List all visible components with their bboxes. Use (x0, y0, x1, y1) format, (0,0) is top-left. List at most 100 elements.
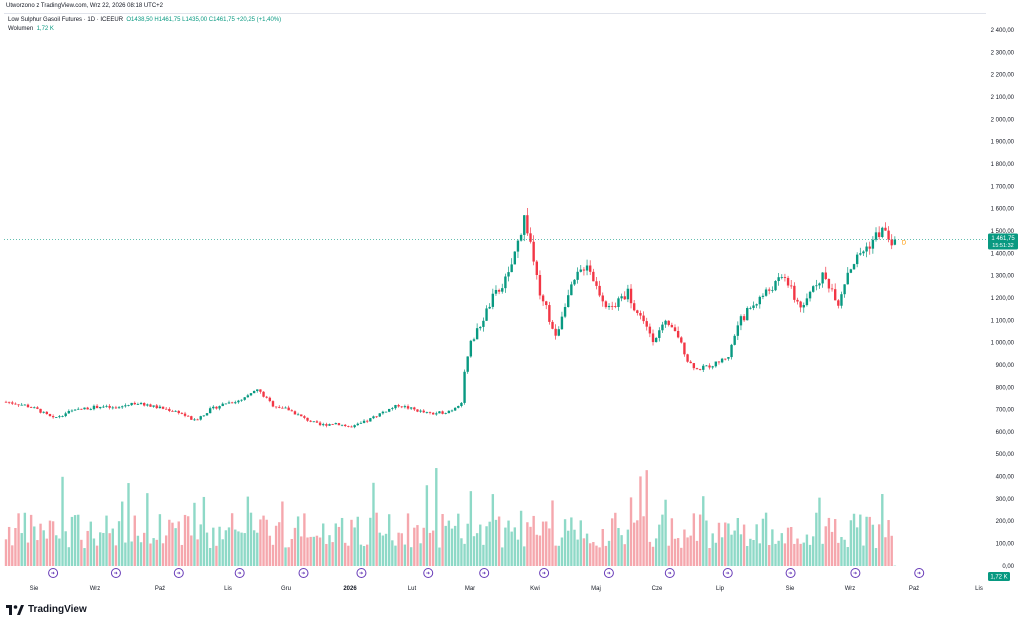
candle-body[interactable] (859, 253, 862, 255)
volume-bar[interactable] (761, 518, 765, 566)
candle-body[interactable] (42, 411, 45, 413)
candle-body[interactable] (369, 418, 372, 422)
candle-body[interactable] (538, 275, 542, 296)
candle-body[interactable] (585, 265, 589, 271)
candle-body[interactable] (529, 233, 532, 242)
candle-body[interactable] (174, 410, 177, 412)
candle-body[interactable] (309, 420, 312, 422)
volume-bar[interactable] (435, 468, 438, 566)
candle-body[interactable] (780, 277, 783, 278)
volume-bar[interactable] (133, 515, 136, 566)
candle-body[interactable] (830, 288, 834, 290)
volume-bar[interactable] (347, 545, 350, 566)
candle-body[interactable] (180, 413, 184, 414)
candle-body[interactable] (642, 315, 645, 322)
candle-body[interactable] (281, 407, 284, 409)
candle-body[interactable] (890, 239, 893, 246)
volume-bar[interactable] (284, 547, 287, 566)
volume-bar[interactable] (174, 528, 177, 566)
candle-body[interactable] (827, 279, 831, 289)
candle-body[interactable] (428, 412, 432, 414)
volume-bar[interactable] (177, 521, 180, 566)
volume-bar[interactable] (695, 540, 699, 566)
candle-body[interactable] (143, 403, 146, 406)
candle-body[interactable] (218, 406, 221, 409)
candle-body[interactable] (14, 403, 17, 405)
volume-bar[interactable] (833, 519, 837, 566)
volume-bar[interactable] (262, 515, 265, 566)
volume-bar[interactable] (221, 539, 224, 566)
volume-bar[interactable] (36, 540, 39, 566)
volume-bar[interactable] (610, 518, 614, 566)
volume-bar[interactable] (595, 545, 598, 566)
candle-body[interactable] (133, 402, 136, 405)
candle-body[interactable] (26, 404, 30, 408)
candle-body[interactable] (224, 403, 228, 405)
volume-bar[interactable] (45, 538, 49, 566)
volume-bar[interactable] (720, 537, 724, 566)
volume-bar[interactable] (271, 544, 275, 566)
volume-bar[interactable] (4, 539, 8, 566)
volume-bar[interactable] (780, 533, 783, 566)
candle-body[interactable] (340, 424, 344, 426)
candle-body[interactable] (215, 406, 218, 409)
volume-bar[interactable] (397, 532, 400, 566)
volume-bar[interactable] (727, 523, 730, 566)
candle-body[interactable] (337, 423, 341, 426)
candle-body[interactable] (450, 410, 454, 412)
candle-body[interactable] (196, 419, 199, 421)
volume-bar[interactable] (629, 497, 633, 566)
candle-body[interactable] (117, 407, 121, 409)
volume-bar[interactable] (840, 536, 843, 566)
candle-body[interactable] (293, 411, 297, 415)
volume-bar[interactable] (589, 543, 592, 566)
volume-bar[interactable] (290, 538, 294, 566)
candle-body[interactable] (230, 402, 234, 404)
volume-bar[interactable] (246, 496, 250, 566)
volume-bar[interactable] (152, 538, 155, 566)
volume-bar[interactable] (300, 536, 303, 566)
volume-bar[interactable] (268, 535, 272, 566)
candle-body[interactable] (717, 361, 721, 363)
candle-body[interactable] (695, 368, 699, 370)
candle-body[interactable] (318, 422, 322, 426)
candle-body[interactable] (400, 406, 403, 408)
candle-body[interactable] (532, 241, 535, 262)
candle-body[interactable] (758, 296, 761, 305)
volume-bar[interactable] (645, 470, 648, 566)
candle-body[interactable] (764, 289, 768, 296)
candle-body[interactable] (102, 406, 105, 408)
candle-body[interactable] (871, 239, 875, 249)
volume-bar[interactable] (139, 542, 143, 566)
volume-bar[interactable] (51, 521, 55, 566)
candle-body[interactable] (654, 337, 658, 343)
candle-body[interactable] (409, 407, 413, 409)
volume-bar[interactable] (601, 528, 604, 566)
volume-bar[interactable] (73, 515, 77, 566)
candle-body[interactable] (692, 363, 696, 369)
volume-bar[interactable] (579, 520, 582, 566)
candle-body[interactable] (466, 356, 469, 372)
volume-bar[interactable] (39, 523, 42, 566)
candle-body[interactable] (130, 402, 133, 406)
volume-bar[interactable] (293, 527, 297, 566)
volume-bar[interactable] (240, 532, 243, 566)
candle-body[interactable] (589, 265, 592, 272)
candle-body[interactable] (114, 407, 118, 409)
candle-body[interactable] (680, 337, 683, 343)
volume-bar[interactable] (146, 493, 149, 566)
volume-bar[interactable] (356, 516, 359, 566)
candle-body[interactable] (20, 404, 23, 406)
volume-bar[interactable] (501, 547, 504, 566)
candle-body[interactable] (344, 424, 347, 427)
candle-body[interactable] (796, 299, 799, 302)
candle-body[interactable] (453, 407, 457, 411)
candle-body[interactable] (812, 286, 815, 292)
candle-body[interactable] (808, 291, 812, 299)
volume-bar[interactable] (548, 528, 551, 566)
volume-bar[interactable] (887, 520, 890, 566)
volume-bar[interactable] (202, 496, 206, 566)
candle-body[interactable] (727, 357, 730, 359)
volume-bar[interactable] (582, 538, 586, 566)
candle-body[interactable] (29, 407, 33, 408)
